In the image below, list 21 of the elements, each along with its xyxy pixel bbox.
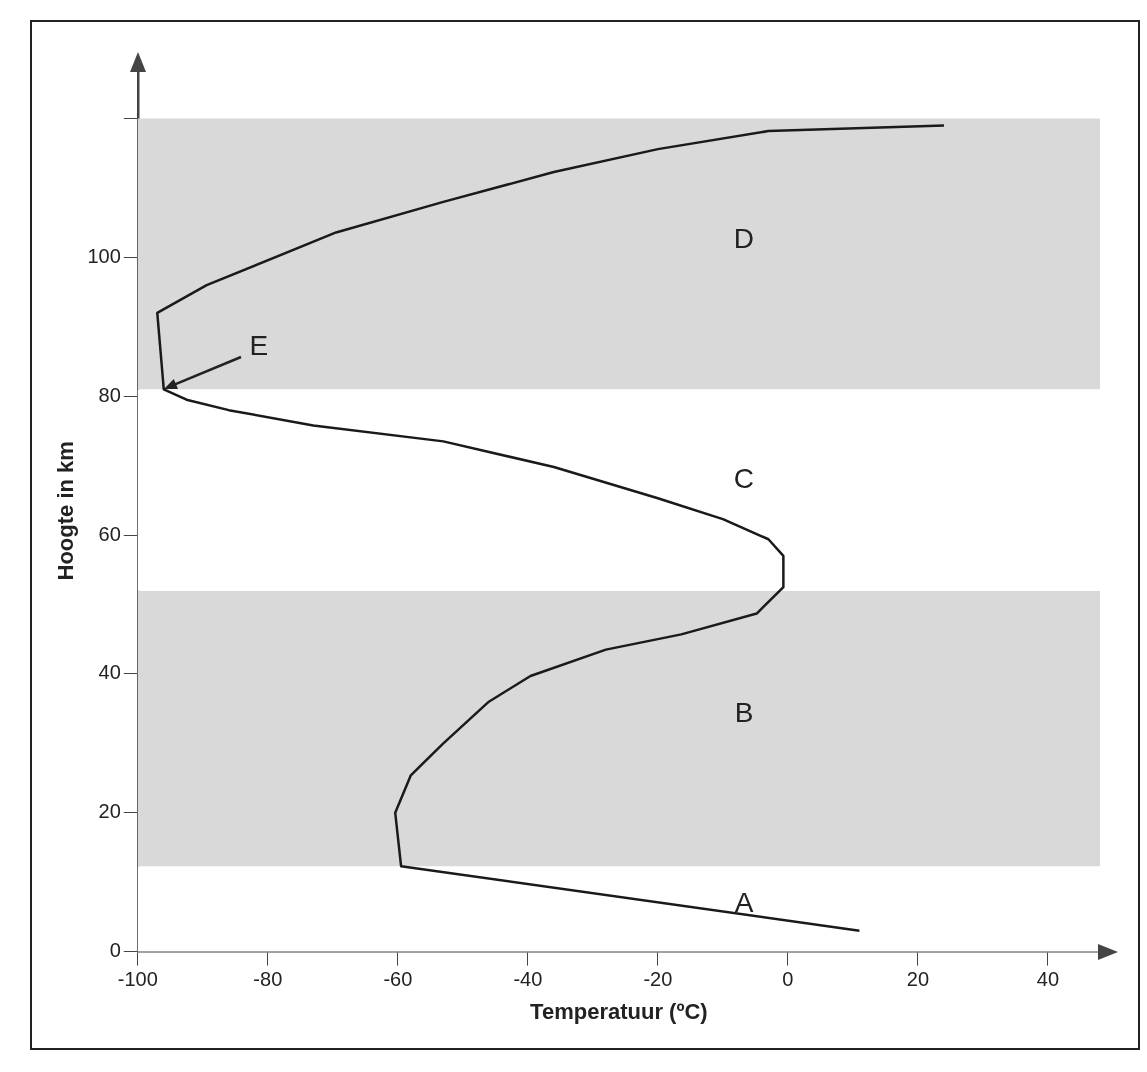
x-tick-label: -100	[117, 968, 158, 991]
x-tick-label: 20	[906, 968, 930, 991]
x-tick-label: -40	[513, 968, 543, 991]
y-tick-label: 20	[98, 800, 121, 823]
y-tick-label: 40	[98, 661, 121, 684]
band-label: D	[733, 223, 755, 255]
y-axis-title: Hoogte in km	[53, 441, 79, 581]
x-tick-label: -80	[253, 968, 283, 991]
x-axis-title: Temperatuur (ºC)	[530, 998, 708, 1024]
band-label: B	[734, 697, 754, 729]
y-tick-label: 0	[109, 939, 121, 962]
y-tick-label: 80	[98, 383, 121, 406]
x-tick-label: 0	[782, 968, 794, 991]
y-tick-label: 100	[87, 244, 121, 267]
band-label: A	[734, 887, 754, 919]
x-tick-label: -60	[383, 968, 413, 991]
annotation: E	[249, 330, 269, 362]
x-tick-label: 40	[1036, 968, 1060, 991]
y-tick-label: 60	[98, 522, 121, 545]
x-tick-label: -20	[643, 968, 673, 991]
band-label: C	[733, 462, 755, 494]
